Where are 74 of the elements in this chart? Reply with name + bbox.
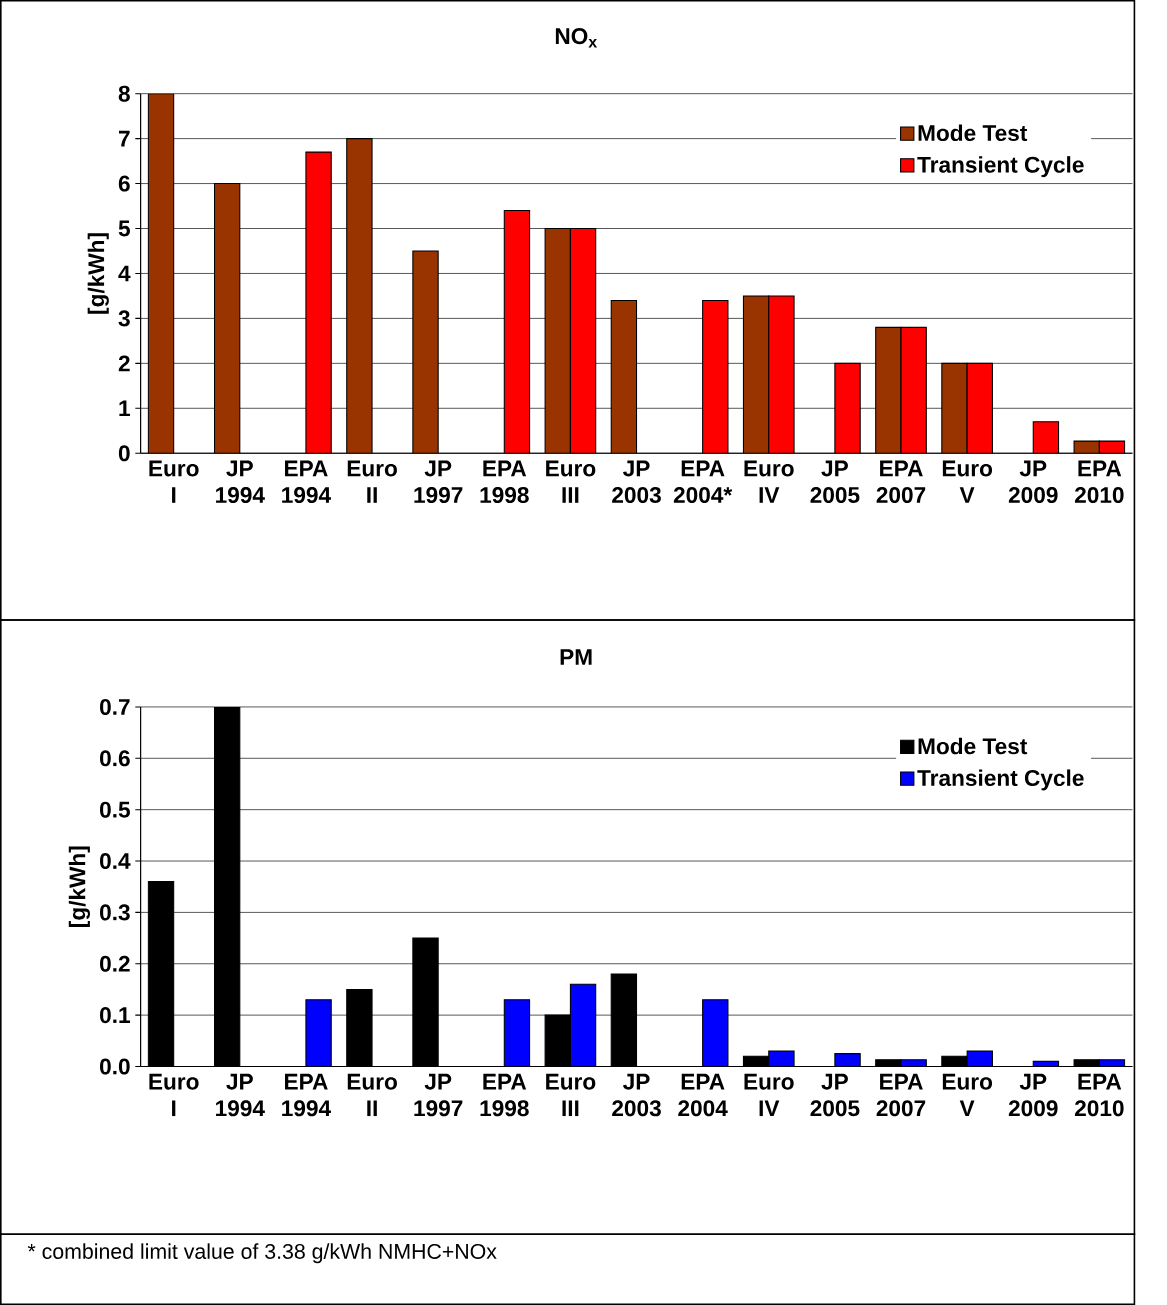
- bar: [545, 228, 571, 454]
- x-tick-label: Euro V: [942, 1073, 993, 1117]
- bar: [875, 327, 902, 454]
- x-tick-label: Euro I: [149, 1073, 199, 1117]
- bar: [743, 295, 769, 454]
- x-tick-label: EPA 1998: [480, 460, 529, 504]
- y-tick-label: 0.5: [100, 801, 131, 818]
- x-tick-label: EPA 2004: [678, 1073, 728, 1117]
- x-tick-label: JP 1997: [414, 1073, 463, 1117]
- y-tick-label: 7: [119, 130, 130, 147]
- bar: [611, 300, 637, 454]
- legend-label: Mode Test: [918, 737, 1028, 755]
- y-tick-label: 0.3: [100, 904, 130, 921]
- x-tick-label: Euro III: [546, 1073, 596, 1117]
- chart-title: PM: [560, 649, 592, 665]
- y-tick-label: 0.2: [100, 955, 130, 972]
- x-tick-label: Euro V: [942, 460, 993, 503]
- y-tick-label: 8: [118, 85, 130, 102]
- x-tick-label: JP 2005: [810, 460, 860, 504]
- legend-label: Transient Cycle: [917, 156, 1084, 178]
- x-tick-label: JP 2003: [612, 460, 661, 504]
- chart-title: NO$_{x}$: [555, 28, 598, 48]
- bar: [702, 999, 729, 1067]
- y-tick-label: 2: [118, 355, 130, 372]
- text: * combined limit value of 3.38 g/kWh NMHC+NOx: [27, 1243, 497, 1264]
- y-axis-title: [g/kWh]: [87, 233, 109, 314]
- x-tick-label: EPA 2004*: [673, 460, 733, 504]
- x-tick-label: Euro I: [149, 460, 199, 503]
- x-tick-label: Euro II: [347, 460, 398, 503]
- x-tick-label: EPA 1994: [282, 460, 332, 504]
- y-tick-label: 1: [119, 400, 131, 417]
- y-tick-label: 6: [118, 175, 130, 192]
- bar: [412, 250, 439, 454]
- y-tick-label: 0.1: [100, 1007, 131, 1024]
- bar: [214, 183, 240, 454]
- legend-label: Transient Cycle: [917, 769, 1084, 791]
- bar: [941, 363, 968, 454]
- bar: [570, 984, 596, 1067]
- x-tick-label: JP 2005: [810, 1073, 860, 1117]
- x-tick-label: JP 2003: [612, 1073, 661, 1117]
- x-tick-label: JP 2009: [1008, 1073, 1058, 1117]
- y-tick-label: 0.4: [100, 853, 131, 870]
- x-tick-label: JP 1994: [216, 1073, 265, 1117]
- x-tick-label: Euro III: [546, 460, 596, 503]
- x-tick-label: Euro IV: [744, 1073, 794, 1117]
- x-tick-label: EPA 2007: [876, 460, 926, 504]
- y-tick-label: 0: [119, 445, 130, 462]
- x-tick-label: Euro II: [347, 1073, 398, 1117]
- x-tick-label: EPA 2007: [876, 1073, 926, 1117]
- x-tick-label: JP 1994: [216, 460, 265, 504]
- bar: [305, 151, 332, 454]
- x-tick-label: EPA 2010: [1075, 1073, 1124, 1117]
- y-tick-label: 0.6: [100, 750, 130, 767]
- x-tick-label: EPA 1998: [480, 1073, 529, 1117]
- x-tick-label: EPA 1994: [282, 1073, 332, 1117]
- y-tick-label: 0.7: [100, 698, 130, 715]
- x-tick-label: JP 1997: [414, 460, 463, 504]
- y-axis-title: [g/kWh]: [68, 846, 91, 927]
- bar: [306, 999, 332, 1067]
- bar: [702, 299, 729, 454]
- bar: [834, 362, 861, 454]
- bar: [1032, 421, 1060, 454]
- y-tick-label: 0.0: [100, 1058, 130, 1075]
- x-tick-label: JP 2009: [1008, 460, 1058, 504]
- x-tick-label: EPA 2010: [1075, 460, 1124, 504]
- y-tick-label: 4: [118, 265, 131, 282]
- bar: [346, 138, 373, 454]
- bar: [503, 209, 531, 454]
- y-tick-label: 5: [118, 220, 131, 237]
- legend-label: Mode Test: [918, 124, 1028, 142]
- y-tick-label: 3: [118, 310, 130, 327]
- bar: [504, 999, 530, 1067]
- x-tick-label: Euro IV: [744, 460, 794, 503]
- bar: [148, 93, 174, 454]
